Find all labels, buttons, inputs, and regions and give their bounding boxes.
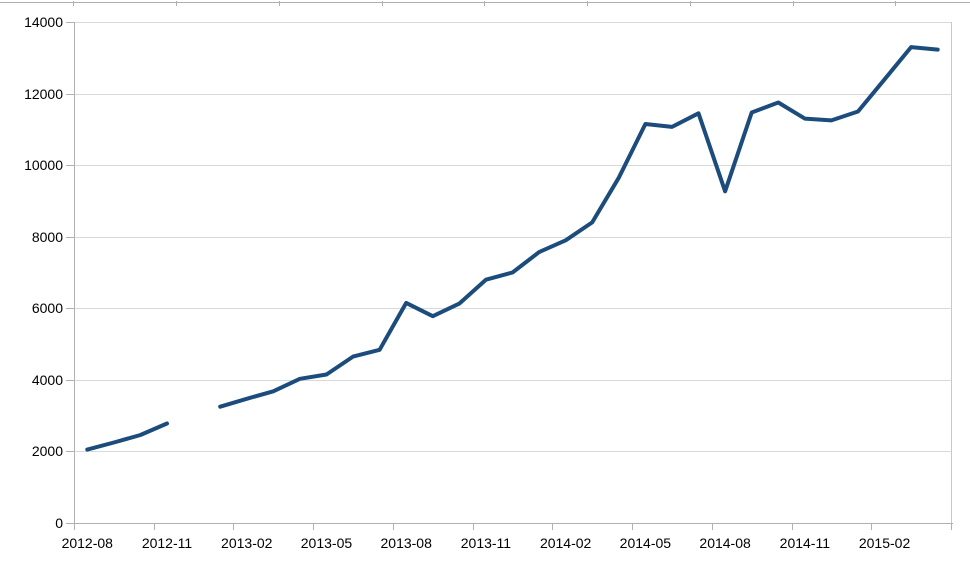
y-axis-label: 12000 [24, 86, 63, 102]
x-axis-label: 2014-05 [620, 535, 672, 551]
data-series-line [85, 45, 940, 452]
x-axis-label: 2013-11 [461, 535, 512, 551]
x-axis-label: 2015-02 [859, 535, 911, 551]
y-axis-label: 4000 [32, 372, 63, 388]
y-axis-label: 14000 [24, 14, 63, 30]
x-axis-label: 2013-05 [301, 535, 353, 551]
x-axis-label: 2013-02 [221, 535, 273, 551]
x-axis-label: 2014-08 [699, 535, 751, 551]
y-axis-label: 10000 [24, 157, 63, 173]
y-axis-label: 2000 [32, 443, 63, 459]
x-axis-label: 2012-08 [62, 535, 114, 551]
x-axis-label: 2013-08 [381, 535, 433, 551]
y-axis-label: 6000 [32, 300, 63, 316]
x-axis-label: 2012-11 [142, 535, 193, 551]
y-axis-label: 0 [55, 515, 63, 531]
x-axis-label: 2014-02 [540, 535, 592, 551]
x-axis-label: 2014-11 [780, 535, 831, 551]
y-axis-label: 8000 [32, 229, 63, 245]
